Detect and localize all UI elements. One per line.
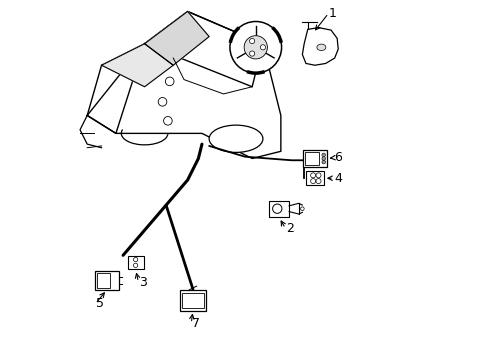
Circle shape	[249, 39, 255, 44]
Circle shape	[249, 51, 255, 56]
Text: 2: 2	[286, 222, 294, 235]
Bar	[179, 290, 206, 311]
Text: 3: 3	[139, 276, 147, 289]
Circle shape	[322, 157, 325, 160]
Polygon shape	[87, 12, 281, 158]
Bar	[95, 271, 119, 290]
Bar	[306, 171, 324, 185]
Bar	[182, 293, 203, 308]
Text: 6: 6	[334, 151, 342, 164]
Circle shape	[244, 36, 268, 59]
Polygon shape	[145, 12, 263, 87]
Circle shape	[230, 22, 282, 73]
Bar	[127, 256, 144, 269]
Circle shape	[166, 77, 174, 86]
Polygon shape	[101, 44, 173, 87]
Polygon shape	[145, 12, 209, 65]
Circle shape	[322, 153, 325, 157]
Polygon shape	[87, 44, 145, 134]
Circle shape	[322, 160, 325, 164]
Circle shape	[164, 117, 172, 125]
Ellipse shape	[317, 44, 326, 50]
Ellipse shape	[209, 125, 263, 152]
Polygon shape	[302, 28, 338, 65]
Circle shape	[158, 98, 167, 106]
Text: 5: 5	[96, 297, 104, 310]
Bar	[269, 201, 289, 217]
Text: 7: 7	[192, 317, 199, 330]
Text: 1: 1	[329, 7, 337, 20]
Bar	[303, 150, 326, 167]
Bar	[97, 273, 110, 288]
Text: 4: 4	[334, 172, 342, 185]
Bar	[305, 152, 319, 165]
Circle shape	[251, 43, 260, 52]
Circle shape	[260, 45, 266, 50]
